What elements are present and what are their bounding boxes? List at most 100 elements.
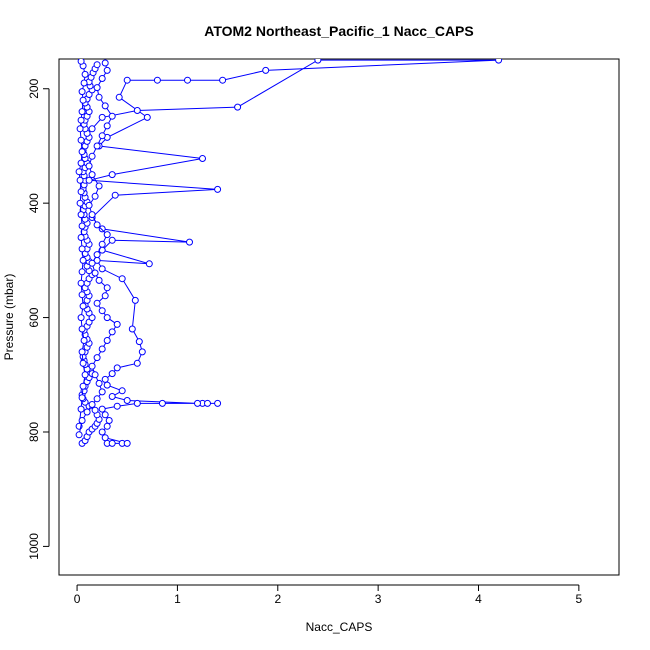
data-point [77,234,85,241]
data-point [113,320,121,328]
data-point [133,359,141,367]
y-axis: 200 400 600 800 1000 [27,78,50,560]
data-point [88,362,96,370]
data-point [101,375,109,383]
x-axis-label: Nacc_CAPS [306,620,373,634]
data-point [88,152,96,160]
data-point [85,176,93,184]
data-point [76,125,84,133]
data-point [93,354,101,362]
data-point [135,338,143,346]
data-point [77,136,85,144]
data-point [98,405,106,413]
data-point [78,417,86,424]
data-point [98,225,106,233]
data-point [77,188,85,196]
data-point [101,411,109,419]
data-point [77,314,85,322]
x-tick-label: 1 [174,592,181,606]
data-point [101,434,109,442]
data-point [118,275,126,283]
data-point [91,406,99,414]
data-point [118,387,126,395]
data-point [128,325,136,333]
data-point [194,399,201,407]
data-point [103,122,111,130]
data-point [77,405,85,413]
chart-title: ATOM2 Northeast_Pacific_1 Nacc_CAPS [204,23,473,39]
data-point [78,222,86,230]
data-point [80,79,88,87]
data-point [75,431,83,439]
data-point [79,96,87,104]
data-point [76,199,84,207]
data-point [75,168,83,176]
data-point [91,371,99,379]
data-point [98,388,106,396]
data-point [113,402,121,410]
data-point [158,399,166,407]
data-point [79,256,87,264]
data-point [79,359,87,367]
data-point [103,381,111,389]
data-point [133,107,141,114]
x-axis: 0 1 2 3 4 5 [74,584,583,606]
data-point [101,102,109,110]
data-point [77,159,85,167]
x-tick-label: 4 [475,592,482,606]
data-point [262,66,270,74]
y-tick-label: 1000 [27,533,41,560]
data-point [131,296,139,304]
data-point [219,76,227,84]
data-point [88,401,96,408]
series-4 [75,59,121,439]
data-point [108,328,116,336]
data-point [81,371,89,379]
x-tick-label: 2 [274,592,281,606]
data-point [93,221,101,229]
data-point [98,240,106,248]
y-tick-label: 800 [27,422,41,442]
data-point [101,59,109,67]
series-2 [75,59,89,430]
data-point [98,113,106,121]
series-line [88,59,499,444]
data-point [77,116,85,124]
data-point [204,399,211,407]
data-point [78,108,86,116]
data-point [93,84,101,92]
data-point [78,148,86,156]
data-point [78,348,86,356]
data-point [105,417,113,424]
plot-frame [58,58,620,576]
data-point [88,125,96,133]
data-point [145,260,153,268]
data-point [88,211,96,219]
data-point [98,345,106,353]
data-point [98,307,106,315]
data-point [95,276,103,284]
data-point [93,61,101,69]
data-point [214,399,222,407]
data-point [78,245,86,253]
data-point [95,182,103,190]
x-tick-label: 5 [576,592,583,606]
data-point [123,397,131,404]
data-point [80,337,88,344]
data-point [214,185,222,193]
data-point [77,279,85,287]
data-point [103,284,111,292]
data-point [88,171,96,179]
data-point [108,112,116,120]
data-point [95,93,103,101]
data-point [93,395,101,403]
data-point [88,259,96,267]
data-point [91,269,99,277]
data-point [199,155,206,162]
y-tick-label: 400 [27,193,41,213]
data-point [79,382,87,390]
data-point [91,192,99,200]
y-axis-label: Pressure (mbar) [2,274,16,361]
y-tick-label: 600 [27,307,41,327]
data-point [98,75,106,82]
